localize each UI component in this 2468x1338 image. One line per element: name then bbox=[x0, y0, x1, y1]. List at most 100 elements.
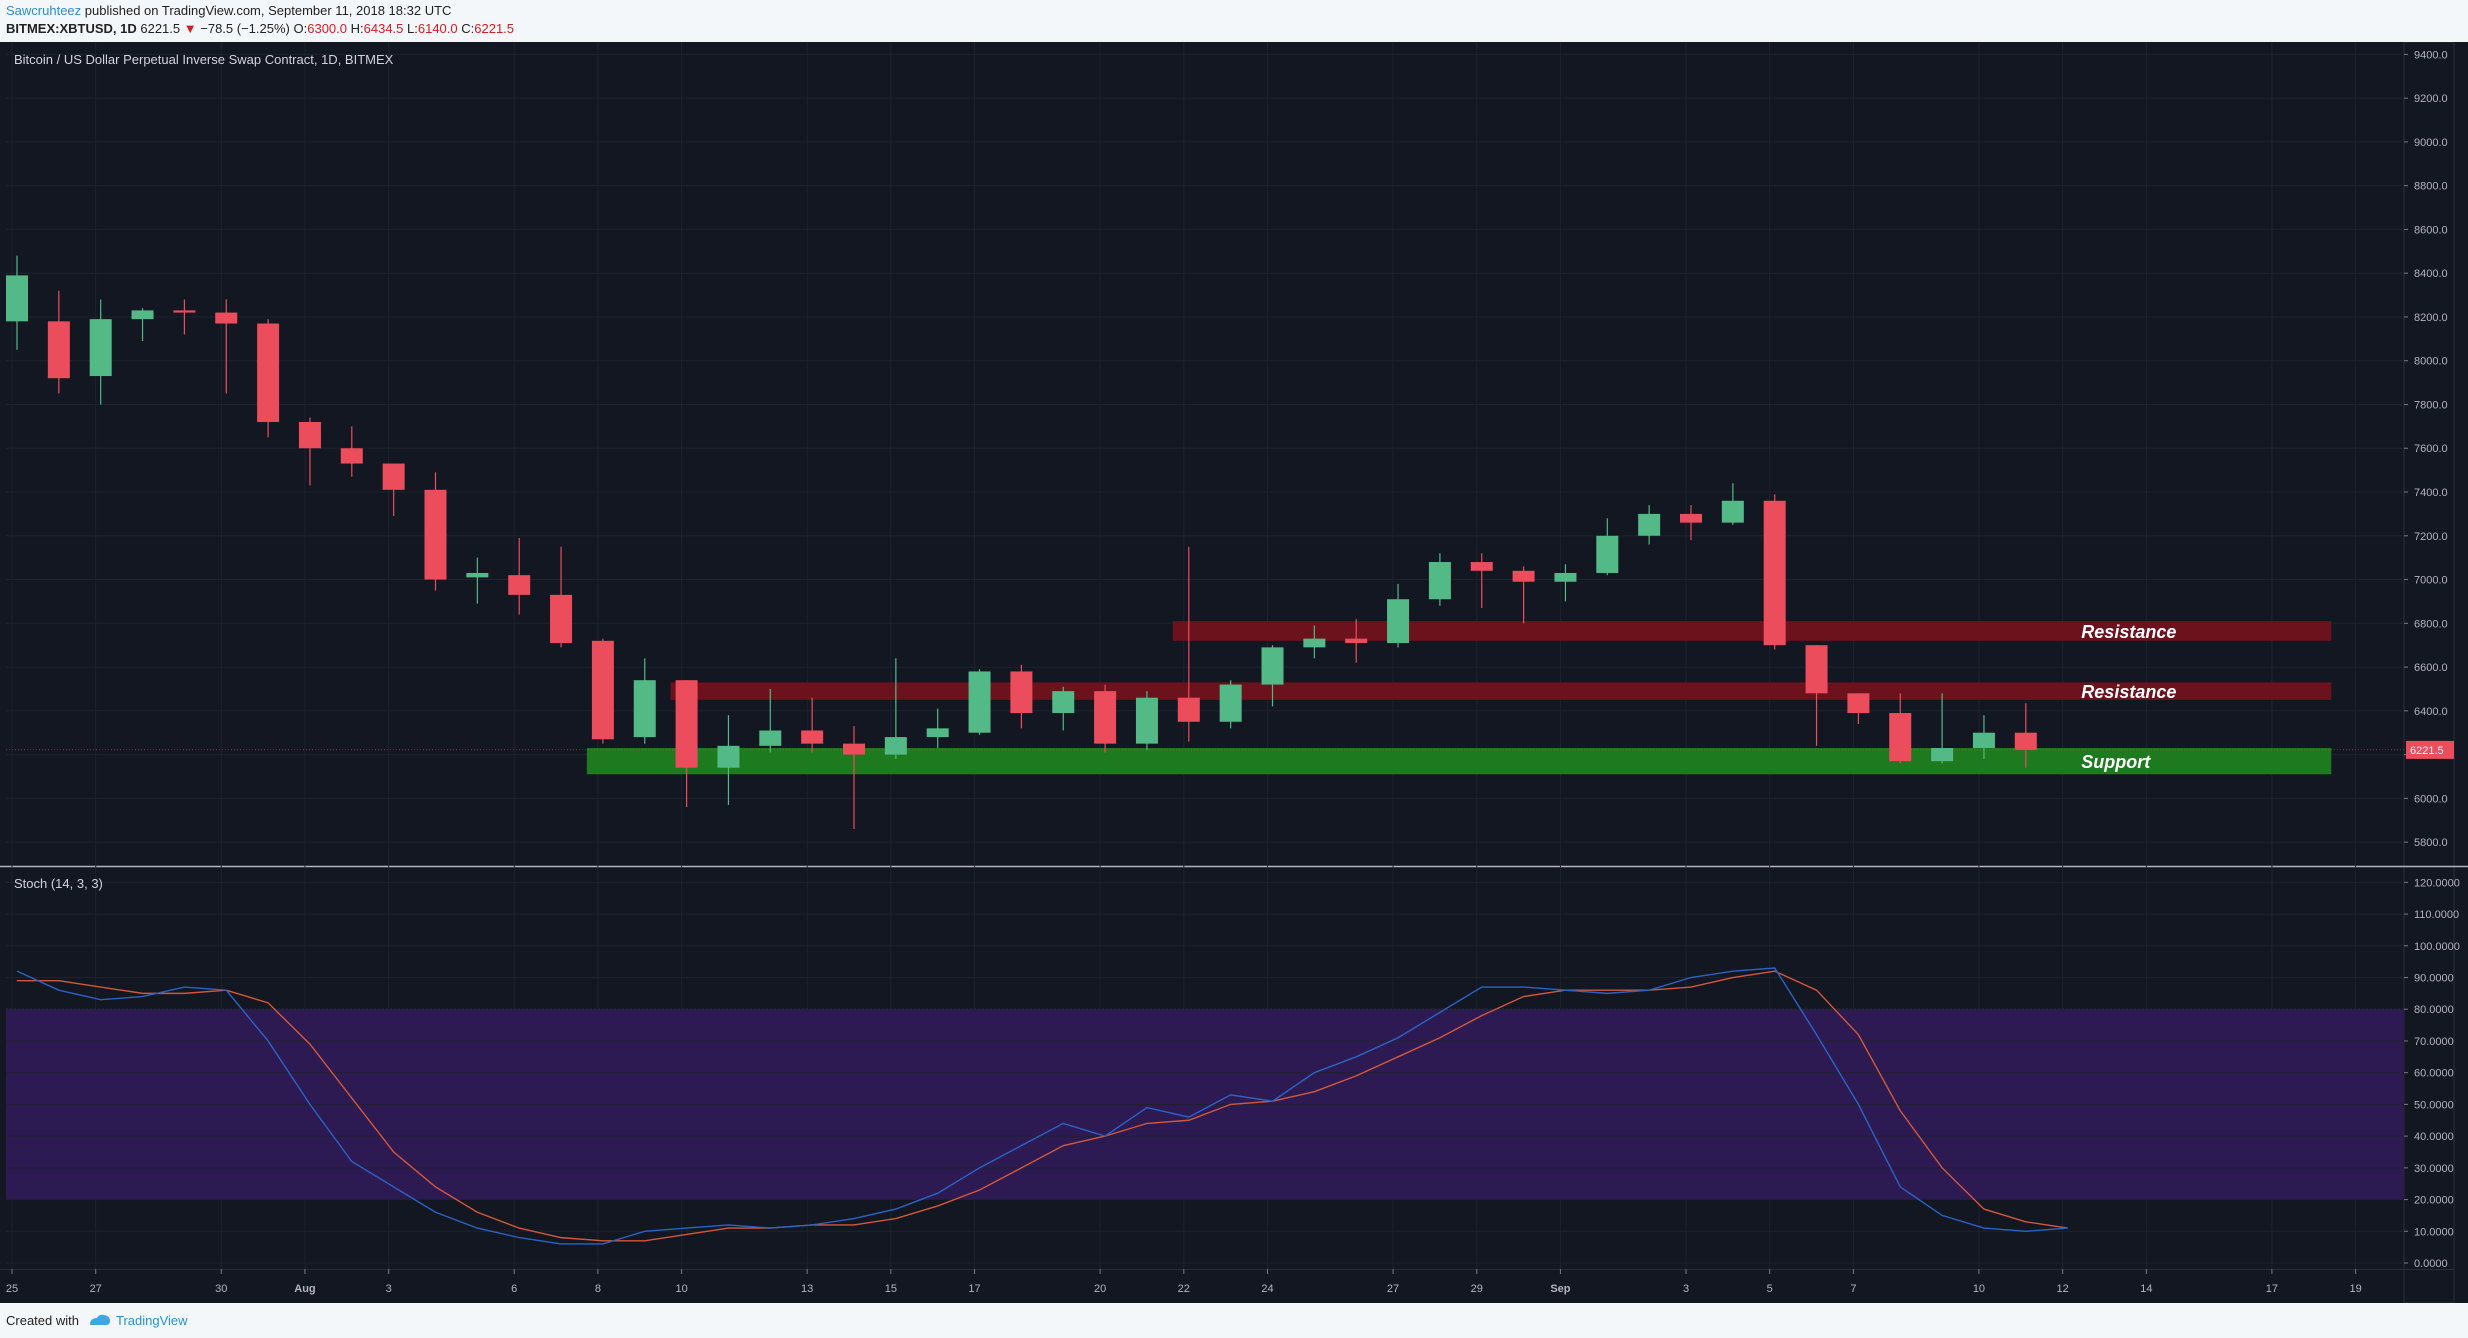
candle-up[interactable] bbox=[6, 275, 28, 322]
candle-down[interactable] bbox=[1805, 645, 1828, 694]
stoch-axis-label: 90.0000 bbox=[2414, 973, 2454, 985]
candle-down[interactable] bbox=[257, 323, 280, 422]
candle-down[interactable] bbox=[215, 312, 238, 324]
price-axis-label: 6800.0 bbox=[2414, 618, 2448, 630]
publish-line: Sawcruhteez published on TradingView.com… bbox=[6, 3, 451, 18]
candle-down[interactable] bbox=[173, 310, 196, 313]
candle-up[interactable] bbox=[1931, 748, 1954, 762]
chart-header: Sawcruhteez published on TradingView.com… bbox=[0, 0, 2468, 40]
open-label: O: bbox=[293, 21, 308, 36]
resistance-zone[interactable] bbox=[1172, 621, 2332, 641]
candle-down[interactable] bbox=[424, 489, 447, 580]
candle-down[interactable] bbox=[843, 743, 865, 755]
candle-down[interactable] bbox=[801, 730, 824, 744]
candle-up[interactable] bbox=[1135, 697, 1158, 744]
candle-up[interactable] bbox=[89, 319, 112, 377]
candle-up[interactable] bbox=[1052, 691, 1075, 714]
symbol-line: BITMEX:XBTUSD, 1D 6221.5 ▼ −78.5 (−1.25%… bbox=[6, 21, 514, 36]
candle-up[interactable] bbox=[1261, 647, 1284, 685]
price-axis-label: 8400.0 bbox=[2414, 268, 2448, 280]
candle-up[interactable] bbox=[1721, 500, 1744, 523]
candle-down[interactable] bbox=[1177, 697, 1200, 722]
chart-footer: Created with TradingView bbox=[0, 1303, 2468, 1338]
candle-up[interactable] bbox=[717, 745, 740, 768]
resistance-zone[interactable] bbox=[670, 682, 2332, 700]
candle-down[interactable] bbox=[675, 680, 698, 768]
time-axis-label: 24 bbox=[1261, 1283, 1273, 1295]
candle-down[interactable] bbox=[1889, 713, 1912, 762]
candle-up[interactable] bbox=[1219, 684, 1242, 722]
candle-up[interactable] bbox=[968, 671, 991, 733]
tradingview-logo-icon bbox=[90, 1314, 110, 1325]
price-axis-label: 6000.0 bbox=[2414, 793, 2448, 805]
time-axis-label: 7 bbox=[1850, 1283, 1856, 1295]
low-label: L: bbox=[407, 21, 418, 36]
stoch-axis-label: 80.0000 bbox=[2414, 1004, 2454, 1016]
time-axis-label: 25 bbox=[6, 1283, 18, 1295]
candle-up[interactable] bbox=[1638, 513, 1661, 536]
time-axis-label: 5 bbox=[1767, 1283, 1773, 1295]
time-axis-label: 19 bbox=[2349, 1283, 2361, 1295]
price-axis-label: 9000.0 bbox=[2414, 137, 2448, 149]
candle-down[interactable] bbox=[340, 448, 363, 464]
open-value: 6300.0 bbox=[307, 21, 347, 36]
candle-up[interactable] bbox=[633, 680, 656, 738]
candle-up[interactable] bbox=[926, 728, 949, 738]
candle-down[interactable] bbox=[1470, 562, 1493, 571]
candle-down[interactable] bbox=[1680, 513, 1702, 523]
author-link[interactable]: Sawcruhteez bbox=[6, 3, 82, 18]
candle-down[interactable] bbox=[508, 575, 531, 595]
candle-down[interactable] bbox=[1345, 638, 1368, 643]
price-axis-label: 5800.0 bbox=[2414, 837, 2448, 849]
price-axis-label: 9400.0 bbox=[2414, 49, 2448, 61]
price-axis-label: 7600.0 bbox=[2414, 443, 2448, 455]
stoch-axis-label: 110.0000 bbox=[2414, 909, 2459, 921]
candle-down[interactable] bbox=[1763, 500, 1786, 646]
candle-down[interactable] bbox=[1094, 691, 1117, 744]
candle-up[interactable] bbox=[1387, 599, 1410, 643]
time-axis-label: 27 bbox=[90, 1283, 102, 1295]
time-axis-label: 10 bbox=[1973, 1283, 1985, 1295]
candle-up[interactable] bbox=[1596, 535, 1619, 573]
price-axis-label: 6400.0 bbox=[2414, 706, 2448, 718]
time-axis-label: 22 bbox=[1178, 1283, 1190, 1295]
stoch-axis-label: 30.0000 bbox=[2414, 1163, 2454, 1175]
tradingview-link[interactable]: TradingView bbox=[116, 1313, 188, 1328]
candle-up[interactable] bbox=[1428, 562, 1451, 600]
time-axis-label: 8 bbox=[595, 1283, 601, 1295]
created-with-label: Created with bbox=[6, 1313, 79, 1328]
candle-up[interactable] bbox=[1972, 732, 1995, 749]
candle-down[interactable] bbox=[1010, 671, 1033, 714]
close-label: C: bbox=[461, 21, 475, 36]
time-axis-label: 27 bbox=[1387, 1283, 1399, 1295]
time-axis-label: 15 bbox=[885, 1283, 897, 1295]
candle-down[interactable] bbox=[298, 421, 321, 449]
time-axis-label: 17 bbox=[2266, 1283, 2278, 1295]
time-axis-label: 3 bbox=[386, 1283, 392, 1295]
candle-up[interactable] bbox=[466, 572, 489, 578]
support-label: Support bbox=[2081, 752, 2151, 772]
candle-up[interactable] bbox=[1554, 572, 1577, 582]
candle-down[interactable] bbox=[550, 594, 573, 643]
candle-down[interactable] bbox=[1512, 570, 1535, 582]
candle-up[interactable] bbox=[884, 737, 907, 755]
candle-down[interactable] bbox=[47, 321, 70, 379]
candle-down[interactable] bbox=[1847, 693, 1870, 714]
candle-up[interactable] bbox=[1303, 638, 1326, 648]
candle-up[interactable] bbox=[759, 730, 782, 746]
stoch-axis-label: 60.0000 bbox=[2414, 1068, 2454, 1080]
time-axis-label: 29 bbox=[1471, 1283, 1483, 1295]
price-change: −78.5 (−1.25%) bbox=[200, 21, 290, 36]
candle-up[interactable] bbox=[131, 310, 154, 320]
support-zone[interactable] bbox=[586, 748, 2332, 775]
candle-down[interactable] bbox=[591, 640, 614, 740]
time-axis-label: 3 bbox=[1683, 1283, 1689, 1295]
chart-canvas[interactable]: 9400.09200.09000.08800.08600.08400.08200… bbox=[0, 42, 2468, 1303]
candle-down[interactable] bbox=[382, 463, 405, 490]
time-axis-label: 20 bbox=[1094, 1283, 1106, 1295]
stoch-axis-label: 20.0000 bbox=[2414, 1195, 2454, 1207]
high-label: H: bbox=[350, 21, 364, 36]
candle-down[interactable] bbox=[2014, 732, 2037, 750]
time-axis-label: 10 bbox=[675, 1283, 687, 1295]
high-value: 6434.5 bbox=[363, 21, 404, 36]
